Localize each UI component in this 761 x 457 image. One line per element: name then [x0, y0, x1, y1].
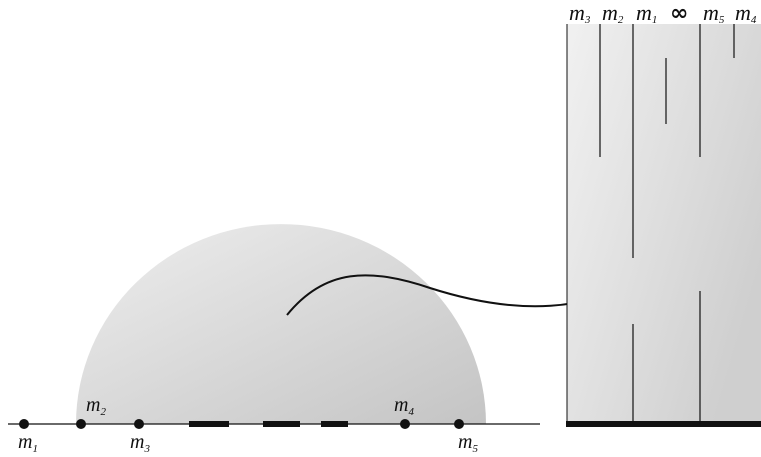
slit-strip-region — [567, 24, 761, 424]
point-m5-dot — [454, 419, 464, 429]
half-disk-region — [76, 224, 486, 424]
top-label-infinity: ∞ — [670, 1, 688, 26]
left-panel: m1 m2 m3 m4 m5 — [8, 224, 540, 455]
point-label-m4: m4 — [394, 394, 414, 418]
right-panel: m3 m2 m1 ∞ m5 m4 — [566, 0, 761, 427]
top-label-m4: m4 — [735, 0, 757, 26]
strip-base-boundary — [566, 421, 761, 427]
top-label-m2: m2 — [602, 0, 624, 26]
point-m3-dot — [134, 419, 144, 429]
point-label-m3: m3 — [130, 431, 150, 455]
point-m2-dot — [76, 419, 86, 429]
point-label-m5: m5 — [458, 431, 478, 455]
point-m1-dot — [19, 419, 29, 429]
top-label-m3: m3 — [569, 0, 591, 26]
top-label-m5: m5 — [703, 0, 725, 26]
point-label-m1: m1 — [18, 431, 38, 455]
point-m4-dot — [400, 419, 410, 429]
boundary-segment-1 — [189, 421, 229, 427]
boundary-segment-2 — [263, 421, 300, 427]
point-label-m2: m2 — [86, 394, 106, 418]
boundary-segment-3 — [321, 421, 348, 427]
top-label-m1: m1 — [636, 0, 657, 26]
